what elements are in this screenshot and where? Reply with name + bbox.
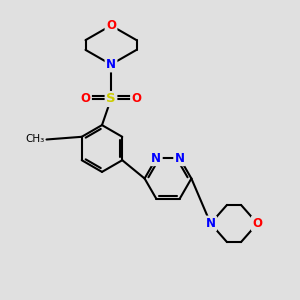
Text: N: N (175, 152, 185, 165)
Text: N: N (206, 217, 216, 230)
Text: CH₃: CH₃ (26, 134, 45, 145)
Text: O: O (106, 19, 116, 32)
Text: O: O (131, 92, 142, 106)
Text: S: S (106, 92, 116, 106)
Text: N: N (151, 152, 161, 165)
Text: O: O (252, 217, 262, 230)
Text: O: O (80, 92, 91, 106)
Text: N: N (106, 58, 116, 71)
